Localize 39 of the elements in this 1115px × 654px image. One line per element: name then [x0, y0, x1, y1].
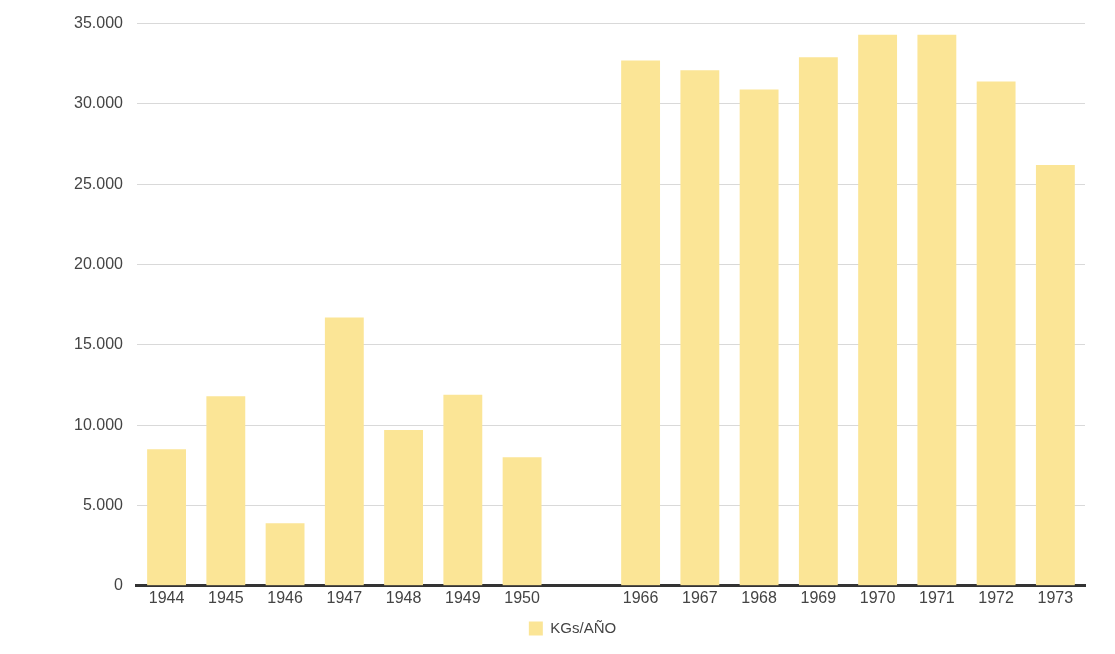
bar [621, 60, 661, 586]
x-tick-label: 1972 [978, 588, 1015, 606]
x-tick-label: 1973 [1037, 588, 1074, 606]
bar [384, 429, 424, 586]
y-tick-label: 30.000 [74, 94, 124, 112]
x-tick-label: 1968 [741, 588, 777, 606]
x-tick-label: 1950 [504, 588, 540, 606]
y-tick-label: 20.000 [74, 254, 124, 272]
y-tick-label: 0 [114, 576, 124, 594]
legend-label: KGs/AÑO [550, 618, 617, 636]
x-tick-label: 1946 [267, 588, 303, 606]
bar [265, 523, 305, 586]
bar [680, 70, 720, 586]
y-tick-label: 25.000 [74, 174, 124, 192]
x-tick-label: 1947 [326, 588, 363, 606]
bar [1035, 164, 1075, 586]
y-tick-label: 15.000 [74, 335, 124, 353]
bar [917, 34, 957, 586]
bar [206, 396, 246, 586]
x-tick-label: 1948 [385, 588, 422, 606]
x-tick-label: 1967 [682, 588, 718, 606]
y-tick-label: 35.000 [74, 14, 124, 32]
x-tick-label: 1971 [919, 588, 955, 606]
bar [324, 317, 364, 586]
x-tick-label: 1949 [445, 588, 481, 606]
bar [739, 89, 779, 586]
bar [443, 394, 483, 586]
x-tick-label: 1966 [622, 588, 659, 606]
bar [976, 81, 1016, 586]
x-tick-label: 1945 [208, 588, 244, 606]
bar [147, 449, 186, 586]
x-tick-label: 1969 [800, 588, 837, 606]
bar [858, 34, 898, 586]
y-tick-label: 10.000 [74, 415, 124, 433]
x-tick-label: 1944 [148, 588, 185, 606]
bar [502, 457, 542, 586]
bar [798, 57, 838, 586]
y-tick-label: 5.000 [82, 495, 124, 513]
x-tick-label: 1970 [859, 588, 896, 606]
